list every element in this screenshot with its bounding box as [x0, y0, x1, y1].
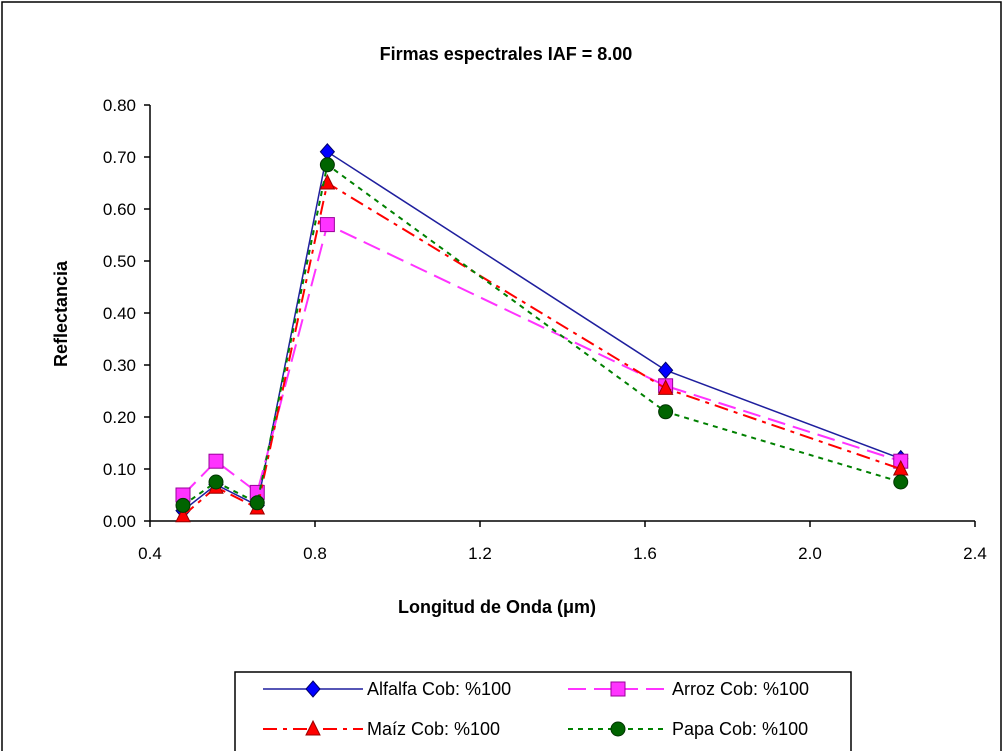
data-point [657, 361, 674, 379]
legend-item: Maíz Cob: %100 [263, 719, 500, 739]
x-tick-label: 1.6 [633, 544, 657, 563]
y-tick-label: 0.80 [103, 96, 136, 115]
x-tick-label: 1.2 [468, 544, 492, 563]
data-point [657, 379, 674, 395]
data-point [175, 497, 191, 513]
x-tick-label: 2.4 [963, 544, 987, 563]
legend-item: Arroz Cob: %100 [568, 679, 809, 699]
legend-item: Papa Cob: %100 [568, 719, 808, 739]
legend-box [234, 671, 852, 751]
x-tick-label: 0.4 [138, 544, 162, 563]
series-4 [175, 157, 909, 513]
series-group [175, 143, 909, 523]
y-tick-label: 0.10 [103, 460, 136, 479]
legend-marker [305, 680, 321, 698]
x-axis-label: Longitud de Onda (μm) [398, 597, 596, 617]
data-point [319, 157, 335, 173]
legend-label: Arroz Cob: %100 [672, 679, 809, 699]
y-tick-label: 0.00 [103, 512, 136, 531]
data-point [893, 474, 909, 490]
legend-marker [610, 721, 626, 737]
data-point [249, 495, 265, 511]
legend: Alfalfa Cob: %100 Arroz Cob: %100 Maíz Cob… [234, 671, 852, 751]
y-tick-label: 0.60 [103, 200, 136, 219]
y-tick-label: 0.70 [103, 148, 136, 167]
y-tick-label: 0.50 [103, 252, 136, 271]
chart-title: Firmas espectrales IAF = 8.00 [380, 44, 633, 64]
series-line [182, 150, 902, 512]
y-tick-label: 0.40 [103, 304, 136, 323]
data-point [658, 404, 674, 420]
x-tick-label: 2.0 [798, 544, 822, 563]
y-tick-label: 0.30 [103, 356, 136, 375]
data-point [208, 474, 224, 490]
x-tick-label: 0.8 [303, 544, 327, 563]
data-point [208, 453, 224, 469]
axes: 0.00 0.10 0.20 0.30 0.40 0.50 0.60 0.70 0.80 0.4 0… [103, 96, 987, 563]
legend-label: Papa Cob: %100 [672, 719, 808, 739]
y-axis-label: Reflectancia [51, 260, 71, 367]
data-point [319, 217, 335, 233]
y-tick-label: 0.20 [103, 408, 136, 427]
legend-label: Alfalfa Cob: %100 [367, 679, 511, 699]
legend-item: Alfalfa Cob: %100 [263, 679, 511, 699]
legend-marker [305, 719, 321, 736]
data-point [175, 506, 191, 523]
legend-marker [610, 681, 626, 697]
legend-label: Maíz Cob: %100 [367, 719, 500, 739]
